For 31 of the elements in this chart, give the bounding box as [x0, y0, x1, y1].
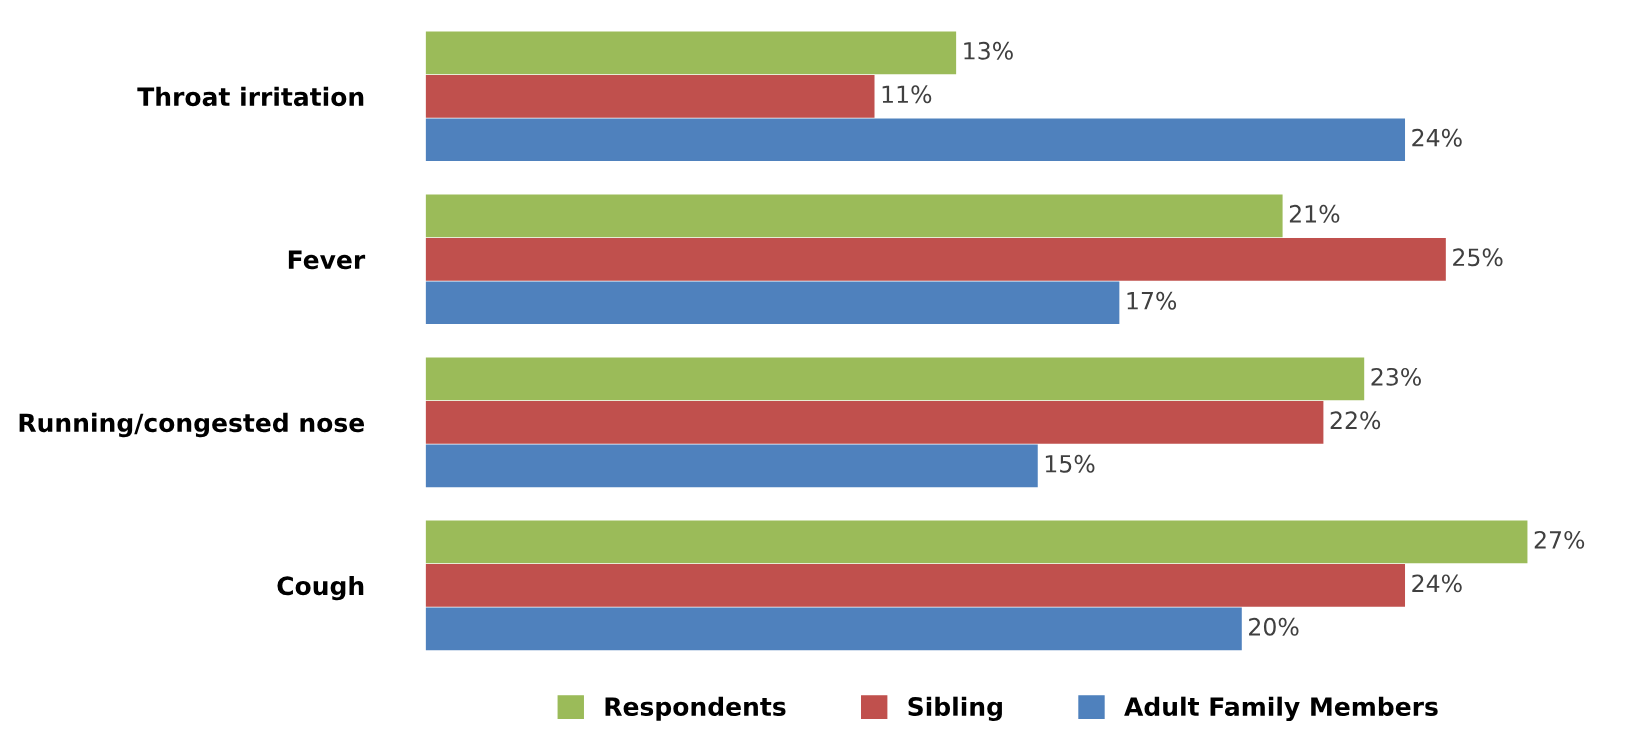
data-label: 22%	[1330, 411, 1381, 430]
bar	[425, 357, 1365, 401]
data-label: 23%	[1371, 367, 1421, 386]
bar	[425, 564, 1406, 607]
data-label: 17%	[1127, 291, 1177, 310]
data-label: 24%	[1412, 574, 1462, 593]
bar	[425, 118, 1406, 162]
data-label: 24%	[1412, 128, 1462, 147]
data-label: 21%	[1289, 204, 1340, 223]
y-tick-label: Fever	[288, 250, 366, 270]
y-tick-label: Throat irritation	[137, 86, 364, 107]
data-label: 25%	[1453, 248, 1503, 267]
bar	[425, 31, 957, 75]
legend-label: Respondents	[605, 696, 786, 721]
data-label: 20%	[1249, 617, 1299, 636]
bar	[425, 75, 875, 118]
bar	[425, 444, 1038, 488]
y-tick-label: Cough	[277, 575, 364, 601]
y-tick-label: Running/congested nose	[19, 412, 364, 438]
bar	[425, 238, 1446, 281]
data-label: 15%	[1045, 454, 1095, 473]
data-label: 11%	[882, 85, 932, 104]
data-label: 27%	[1534, 530, 1585, 549]
bar	[425, 281, 1120, 325]
bar	[425, 520, 1528, 564]
bar	[425, 607, 1242, 651]
bar	[425, 194, 1283, 238]
bar	[425, 401, 1324, 444]
data-label: 13%	[964, 41, 1013, 60]
legend-label: Sibling	[908, 696, 1002, 722]
legend-label: Adult Family Members	[1124, 696, 1438, 722]
